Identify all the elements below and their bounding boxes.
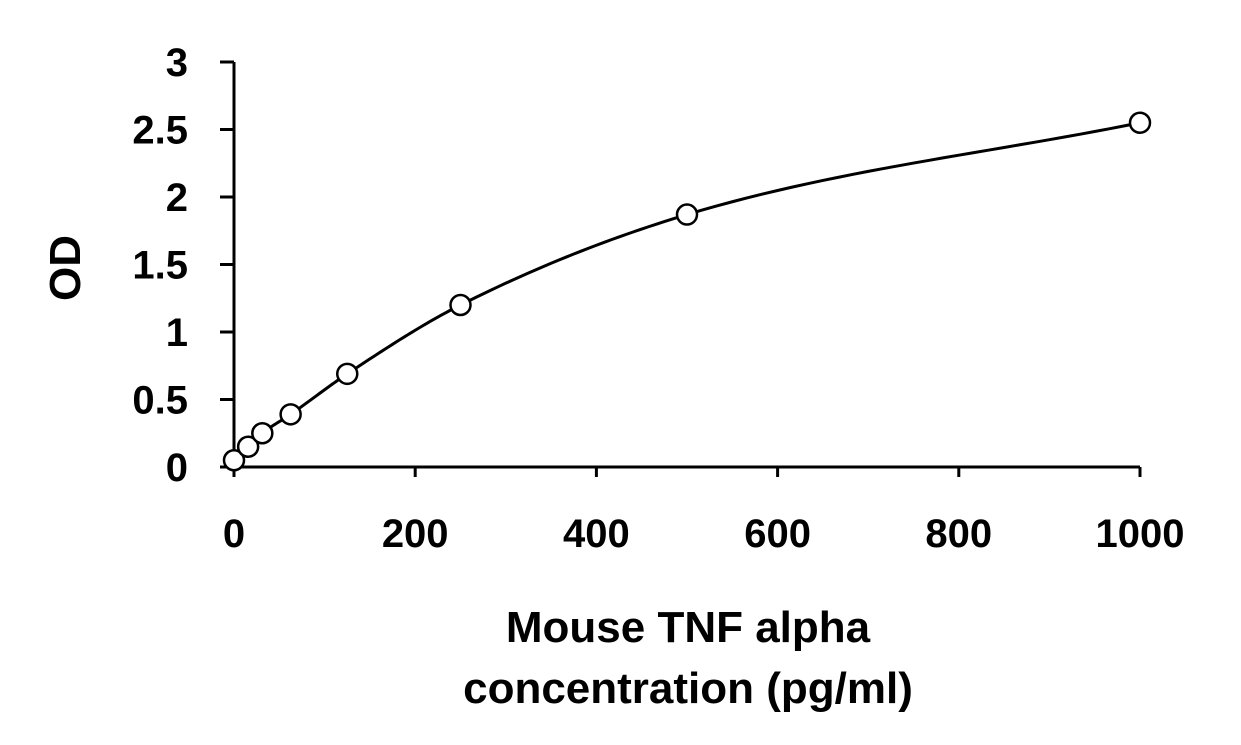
data-point [251,422,274,445]
y-tick-label: 3 [166,41,188,85]
data-point [449,293,472,317]
y-tick-label: 1.5 [132,244,188,288]
data-point [675,203,699,226]
x-tick-label: 200 [382,512,449,556]
y-tick-label: 0.5 [132,379,188,423]
data-points [222,111,1152,472]
y-axis-ticks: 0 0.5 1 1.5 2 2.5 3 [132,41,234,490]
fit-curve [232,121,1141,462]
x-tick-label: 600 [744,512,811,556]
x-axis-ticks: 0 200 400 600 800 1000 [223,467,1185,556]
x-tick-label: 800 [925,512,992,556]
y-tick-label: 2.5 [132,109,188,153]
x-tick-label: 400 [563,512,630,556]
data-point [1128,111,1152,134]
x-axis-title-line-1: Mouse TNF alpha [506,603,871,652]
y-tick-label: 1 [166,311,188,355]
y-axis-title: OD [41,235,90,301]
data-point [279,403,302,426]
data-point [236,435,260,458]
data-point [222,449,246,472]
x-axis-title-line-2: concentration (pg/ml) [463,664,913,713]
y-tick-label: 2 [166,176,188,220]
axes [232,62,1140,469]
x-tick-label: 0 [223,512,245,556]
data-point [336,362,359,386]
y-tick-label: 0 [166,446,188,490]
x-tick-label: 1000 [1096,512,1185,556]
